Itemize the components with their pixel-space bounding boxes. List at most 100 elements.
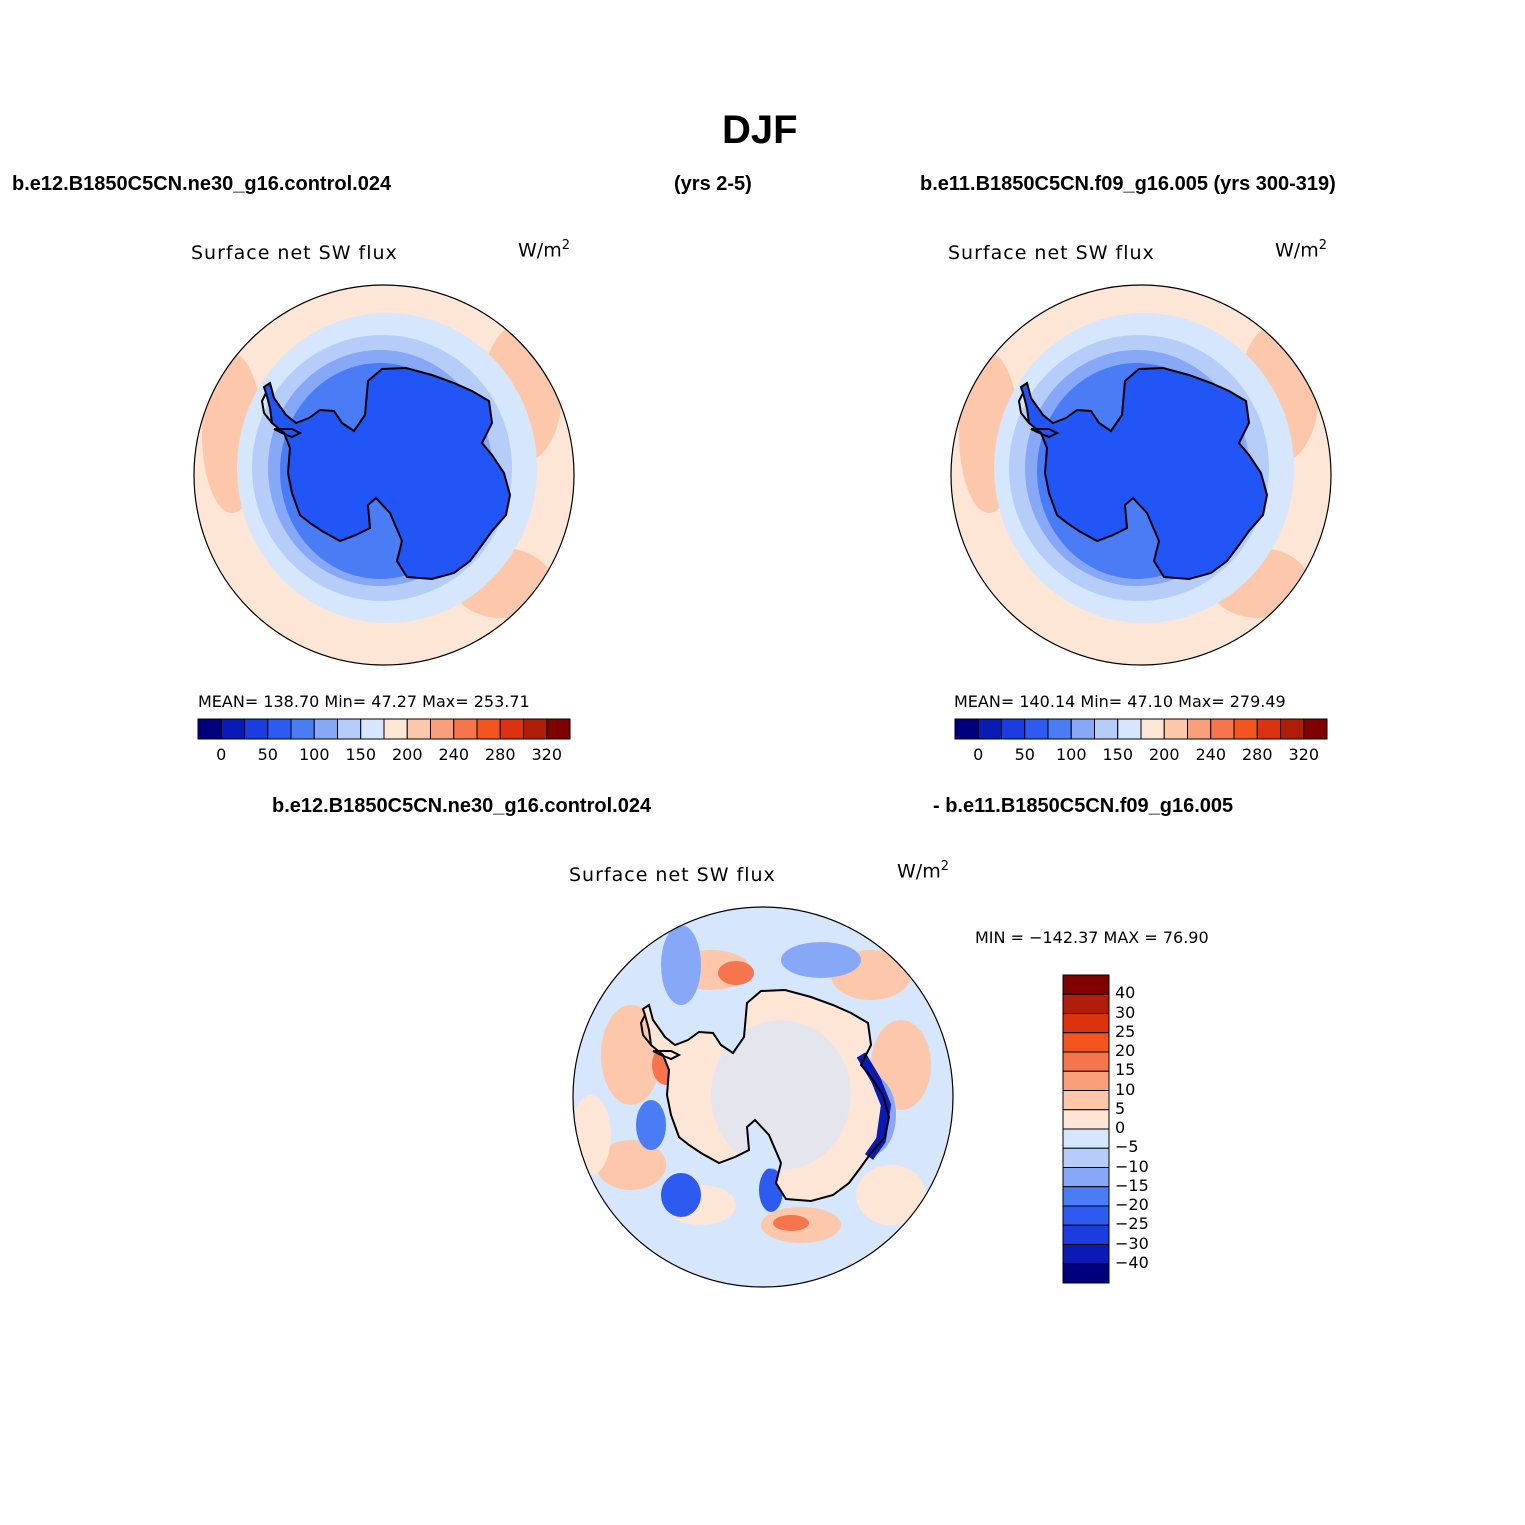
colorbar-tick-label: 0 <box>216 745 227 764</box>
colorbar-box <box>1047 718 1072 740</box>
case-b-label: b.e11.B1850C5CN.f09_g16.005 (yrs 300-319… <box>920 173 1336 195</box>
colorbar-box <box>1062 1224 1110 1245</box>
peninsula-coastline <box>260 392 303 439</box>
colorbar-box <box>1062 993 1110 1014</box>
colorbar-box <box>220 718 245 740</box>
map-boundary <box>950 284 1332 666</box>
map-boundary <box>193 284 575 666</box>
colorbar-tick-label: 0 <box>1115 1118 1126 1137</box>
colorbar-tick-label: 10 <box>1115 1079 1136 1099</box>
colorbar-tick-label: 280 <box>484 745 516 764</box>
colorbar-box <box>360 718 385 740</box>
colorbar-box <box>1062 974 1110 995</box>
colorbar-box <box>1062 1186 1110 1207</box>
diff-colorbar <box>1062 974 1110 1284</box>
colorbar-tick-label: 280 <box>1241 745 1273 764</box>
map-boundary <box>572 906 954 1288</box>
panel-2-variable: Surface net SW flux <box>948 242 1155 264</box>
colorbar-box <box>476 718 501 740</box>
panel-1-stats: MEAN= 138.70 Min= 47.27 Max= 253.71 <box>198 692 530 711</box>
colorbar-tick-label: 320 <box>531 745 563 764</box>
colorbar-tick-label: 50 <box>1014 745 1035 764</box>
continent-interior <box>711 1020 851 1170</box>
colorbar-box <box>1094 718 1119 740</box>
colorbar-tick-label: 200 <box>1148 745 1180 764</box>
colorbar-box <box>1256 718 1281 740</box>
colorbar-box <box>1210 718 1235 740</box>
colorbar-tick-label: −10 <box>1115 1156 1149 1176</box>
antarctic-continent <box>264 368 510 579</box>
colorbar-tick-label: 20 <box>1115 1041 1136 1060</box>
colorbar-tick-label: 30 <box>1115 1002 1136 1022</box>
colorbar-box <box>1070 718 1095 740</box>
colorbar-box <box>1140 718 1165 740</box>
colorbar-box <box>313 718 338 740</box>
diff-units: W/m2 <box>897 859 949 883</box>
case-a-label: b.e12.B1850C5CN.ne30_g16.control.024 <box>12 173 392 195</box>
colorbar-box <box>977 718 1002 740</box>
diff-left-label: b.e12.B1850C5CN.ne30_g16.control.024 <box>272 795 652 817</box>
colorbar-box <box>1062 1205 1110 1226</box>
colorbar-box <box>406 718 431 740</box>
colorbar-tick-label: −20 <box>1115 1195 1149 1214</box>
colorbar-box <box>954 718 979 740</box>
colorbar-tick-label: −15 <box>1115 1175 1149 1195</box>
colorbar-box <box>499 718 524 740</box>
colorbar-box <box>546 718 571 740</box>
colorbar-tick-label: 25 <box>1115 1021 1136 1041</box>
colorbar-tick-label: −5 <box>1115 1137 1139 1157</box>
colorbar-box <box>290 718 315 740</box>
diff-polar-map <box>572 906 954 1288</box>
colorbar-box <box>1062 1051 1110 1072</box>
panel-1-variable: Surface net SW flux <box>191 242 398 264</box>
colorbar-box <box>267 718 292 740</box>
panel-2-stats: MEAN= 140.14 Min= 47.10 Max= 279.49 <box>954 692 1286 711</box>
colorbar-box <box>1233 718 1258 740</box>
colorbar-box <box>1024 718 1049 740</box>
colorbar-box <box>244 718 269 740</box>
colorbar-tick-label: 15 <box>1115 1060 1136 1080</box>
colorbar-box <box>1117 718 1142 740</box>
figure-title: DJF <box>722 108 798 152</box>
diff-stats: MIN = −142.37 MAX = 76.90 <box>975 928 1209 947</box>
panel-1-units: W/m2 <box>518 238 570 262</box>
colorbar-box <box>1280 718 1305 740</box>
diff-right-label: - b.e11.B1850C5CN.f09_g16.005 <box>933 795 1234 817</box>
colorbar-box <box>430 718 455 740</box>
panel-2-units: W/m2 <box>1275 238 1327 262</box>
diff-anomaly-15 <box>661 1173 701 1217</box>
antarctic-continent <box>1021 368 1267 579</box>
colorbar-box <box>1062 1263 1110 1284</box>
colorbar-tick-label: 150 <box>1102 745 1134 764</box>
panel-1-colorbar <box>197 718 571 740</box>
colorbar-box <box>1062 1090 1110 1111</box>
diff-anomaly-7 <box>856 1165 926 1225</box>
peninsula-coastline <box>1017 392 1060 439</box>
diff-anomaly-13 <box>781 942 861 978</box>
colorbar-tick-label: 50 <box>257 745 278 764</box>
colorbar-box <box>1062 1013 1110 1034</box>
colorbar-box <box>1062 1128 1110 1149</box>
colorbar-box <box>1062 1244 1110 1265</box>
diff-anomaly-10 <box>773 1215 809 1231</box>
colorbar-tick-label: −30 <box>1115 1233 1149 1253</box>
colorbar-box <box>1303 718 1328 740</box>
colorbar-box <box>337 718 362 740</box>
colorbar-tick-label: 100 <box>298 745 330 764</box>
diff-variable: Surface net SW flux <box>569 864 776 886</box>
colorbar-box <box>1062 1032 1110 1053</box>
colorbar-tick-label: 40 <box>1115 983 1136 1003</box>
panel-2-colorbar <box>954 718 1328 740</box>
colorbar-box <box>1062 1109 1110 1130</box>
case-a-years: (yrs 2-5) <box>674 173 752 195</box>
panel-2-polar-map <box>950 284 1332 666</box>
colorbar-tick-label: −40 <box>1115 1252 1149 1272</box>
colorbar-box <box>1062 1070 1110 1091</box>
colorbar-box <box>1001 718 1026 740</box>
diff-anomaly-12 <box>661 925 701 1005</box>
diff-anomaly-0 <box>601 1005 661 1105</box>
colorbar-box <box>197 718 222 740</box>
colorbar-box <box>453 718 478 740</box>
colorbar-tick-label: 150 <box>345 745 377 764</box>
colorbar-tick-label: 240 <box>438 745 470 764</box>
